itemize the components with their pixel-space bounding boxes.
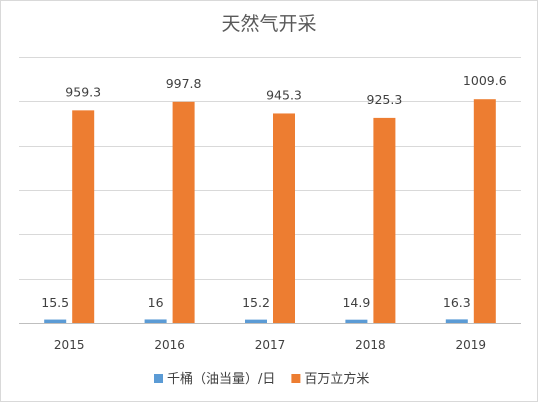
data-label: 959.3 xyxy=(65,84,101,99)
legend-label: 百万立方米 xyxy=(304,371,369,387)
bar-series1-2015 xyxy=(44,319,67,323)
bar-series1-2018 xyxy=(345,319,368,323)
data-labels: 15.5 959.3 16 997.8 15.2 945.3 14.9 925.3 16.3 10… xyxy=(41,73,506,310)
x-tick-label: 2015 xyxy=(54,338,85,352)
legend: 千桶（油当量）/日 百万立方米 xyxy=(154,371,369,387)
data-label: 1009.6 xyxy=(463,73,507,88)
data-label: 997.8 xyxy=(166,76,202,91)
data-label: 14.9 xyxy=(342,295,370,310)
x-axis-tick-labels: 2015 2016 2017 2018 2019 xyxy=(54,338,486,352)
bar-series2-2017 xyxy=(273,113,295,324)
x-tick-label: 2017 xyxy=(255,338,286,352)
gridlines xyxy=(19,57,521,324)
bar-series2-2015 xyxy=(72,110,95,323)
bar-series2-2016 xyxy=(172,101,195,323)
bar-series1-2019 xyxy=(445,319,468,323)
bar-series2-2019 xyxy=(473,99,496,324)
data-label: 945.3 xyxy=(266,87,302,102)
bar-series2-2018 xyxy=(373,117,396,323)
legend-swatch xyxy=(291,374,301,383)
data-label: 16.3 xyxy=(443,295,471,310)
legend-swatch xyxy=(154,374,163,383)
x-tick-label: 2019 xyxy=(456,338,487,352)
x-tick-label: 2016 xyxy=(154,338,185,352)
data-label: 16 xyxy=(148,295,164,310)
x-tick-label: 2018 xyxy=(355,338,386,352)
bar-series1-2017 xyxy=(245,319,267,323)
legend-label: 千桶（油当量）/日 xyxy=(167,372,275,387)
bar-series1-2016 xyxy=(144,319,167,323)
data-label: 15.2 xyxy=(242,295,270,310)
data-label: 15.5 xyxy=(41,295,69,310)
data-label: 925.3 xyxy=(367,92,403,107)
chart-title: 天然气开采 xyxy=(221,13,316,35)
bars xyxy=(44,99,496,324)
